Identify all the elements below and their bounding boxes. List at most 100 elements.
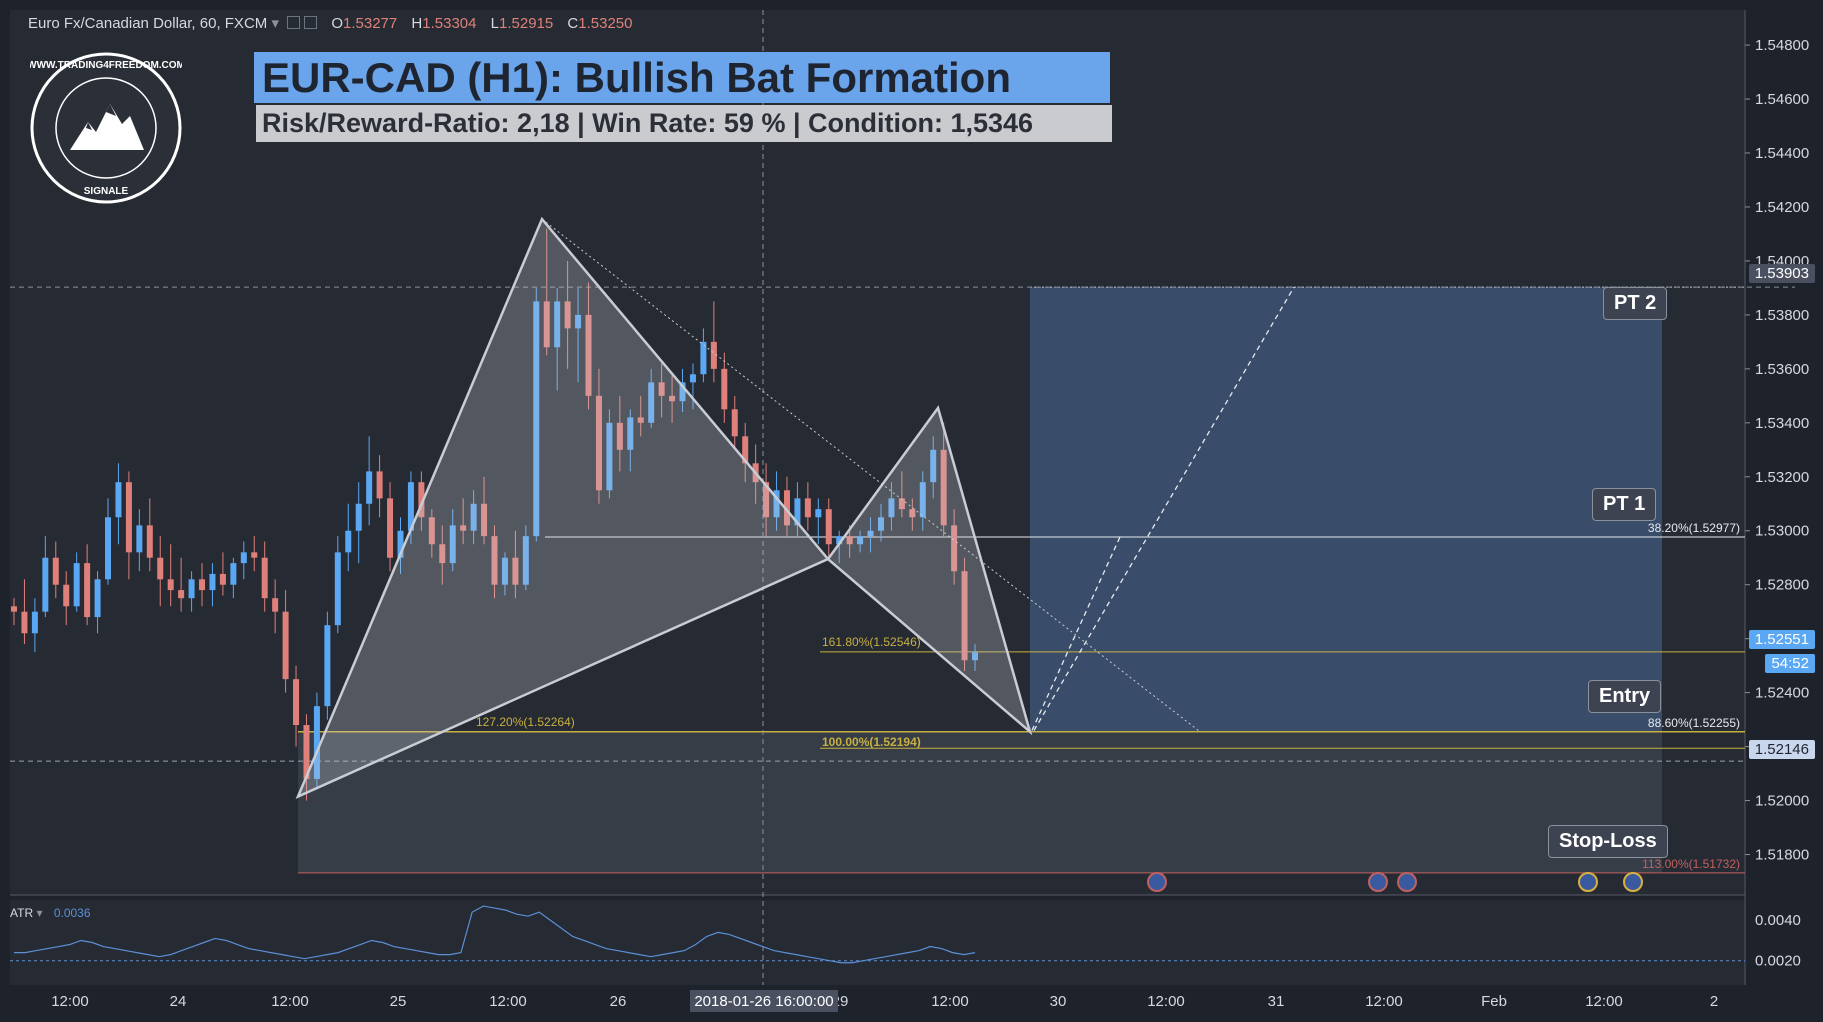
candle-body: [52, 557, 59, 585]
candle-body: [512, 557, 519, 585]
candle-body: [522, 536, 529, 585]
current-price-tag: 1.52551: [1748, 630, 1815, 649]
stop-loss-label[interactable]: Stop-Loss: [1548, 825, 1668, 858]
economic-event-icon: [1368, 872, 1388, 892]
x-tick-label: 12:00: [931, 993, 969, 1010]
candle-body: [355, 503, 362, 531]
candle-body: [345, 530, 352, 553]
hide-icon[interactable]: [304, 16, 318, 29]
candle-body: [491, 536, 498, 585]
chart-title: EUR-CAD (H1): Bullish Bat Formation: [254, 52, 1110, 103]
logo-sub: SIGNALE: [84, 186, 129, 197]
candle-body: [125, 482, 132, 553]
candle-body: [533, 301, 540, 537]
candle-body: [877, 517, 884, 531]
atr-tick-label: 0.0020: [1755, 953, 1801, 970]
candle-body: [94, 579, 101, 618]
candle-body: [157, 557, 164, 580]
candle-body: [334, 552, 341, 626]
candle-body: [240, 552, 247, 564]
candle-body: [940, 449, 947, 526]
fib-113-label: 113.00%(1.51732): [1642, 857, 1740, 871]
crosshair-price-tag: 1.53903: [1748, 264, 1815, 283]
x-tick-label: 30: [1050, 993, 1067, 1010]
atr-line: [14, 905, 976, 964]
candle-body: [209, 573, 216, 591]
x-tick-label: 12:00: [1147, 993, 1185, 1010]
candle-body: [972, 652, 978, 661]
economic-event-icon: [1578, 872, 1598, 892]
chart-subtitle: Risk/Reward-Ratio: 2,18 | Win Rate: 59 %…: [256, 105, 1112, 142]
candle-body: [199, 579, 206, 591]
candle-body: [585, 314, 592, 396]
candle-body: [481, 503, 488, 537]
candle-body: [11, 606, 17, 612]
candle-body: [42, 557, 49, 612]
economic-event-icon: [1623, 872, 1643, 892]
stop-zone: [298, 731, 1662, 873]
candle-body: [648, 382, 655, 423]
candle-body: [783, 490, 790, 526]
y-tick-label: 1.53000: [1755, 523, 1809, 540]
candle-body: [637, 417, 644, 423]
fib-1618-label: 161.80%(1.52546): [822, 635, 921, 649]
candle-body: [595, 395, 602, 491]
candle-body: [219, 573, 226, 585]
crosshair-time-label: 2018-01-26 16:00:00: [694, 993, 833, 1010]
x-tick-label: 12:00: [271, 993, 309, 1010]
candle-body: [721, 368, 728, 410]
candle-body: [282, 611, 289, 680]
y-tick-label: 1.53800: [1755, 307, 1809, 324]
candle-body: [449, 525, 456, 564]
target-zone: [1030, 287, 1662, 732]
candle-body: [961, 571, 968, 661]
settings-icon[interactable]: [287, 16, 301, 29]
candle-body: [658, 382, 665, 396]
pt2-label[interactable]: PT 2: [1603, 287, 1668, 320]
x-tick-label: 2: [1710, 993, 1718, 1010]
candle-body: [888, 498, 895, 518]
candle-body: [501, 557, 508, 585]
trading4freedom-logo: WWW.TRADING4FREEDOM.COM SIGNALE: [27, 52, 185, 204]
x-tick-label: 12:00: [51, 993, 89, 1010]
candle-body: [439, 544, 446, 564]
candle-body: [167, 579, 174, 591]
economic-event-icon: [1397, 872, 1417, 892]
candle-body: [261, 557, 268, 599]
crosshair-time-tag: 2018-01-26 16:00:00: [690, 990, 838, 1012]
candle-body: [376, 471, 383, 499]
candle-body: [689, 374, 696, 383]
candle-body: [105, 517, 112, 580]
candle-body: [731, 409, 738, 437]
pattern-bcd: [826, 405, 1033, 736]
projection-pt2: [1033, 286, 1295, 731]
atr-pane: [10, 900, 1745, 985]
candle-body: [700, 341, 707, 375]
countdown-tag: 54:52: [1765, 654, 1815, 673]
atr-value: 0.0036: [53, 906, 91, 920]
x-tick-label: 31: [1268, 993, 1285, 1010]
candle-body: [428, 517, 435, 545]
candle-body: [867, 530, 874, 537]
atr-legend[interactable]: ATR ▾ 0.0036: [10, 906, 91, 920]
pt1-label[interactable]: PT 1: [1592, 488, 1657, 521]
candle-body: [951, 525, 958, 572]
candle-body: [366, 471, 373, 504]
symbol-label[interactable]: Euro Fx/Canadian Dollar, 60, FXCM: [28, 15, 268, 32]
y-tick-label: 1.54800: [1755, 37, 1809, 54]
candle-body: [407, 482, 414, 531]
y-tick-label: 1.53200: [1755, 469, 1809, 486]
entry-label[interactable]: Entry: [1588, 680, 1662, 713]
candle-body: [857, 536, 864, 545]
candle-body: [846, 536, 853, 545]
open-value: 1.53277: [343, 15, 398, 32]
y-tick-label: 1.54400: [1755, 145, 1809, 162]
candle-body: [21, 611, 28, 634]
candle-body: [554, 301, 561, 348]
candle-body: [63, 584, 70, 607]
x-tick-label: 26: [610, 993, 627, 1010]
y-tick-label: 1.54200: [1755, 199, 1809, 216]
x-tick-label: 12:00: [489, 993, 527, 1010]
candle-body: [272, 598, 279, 612]
